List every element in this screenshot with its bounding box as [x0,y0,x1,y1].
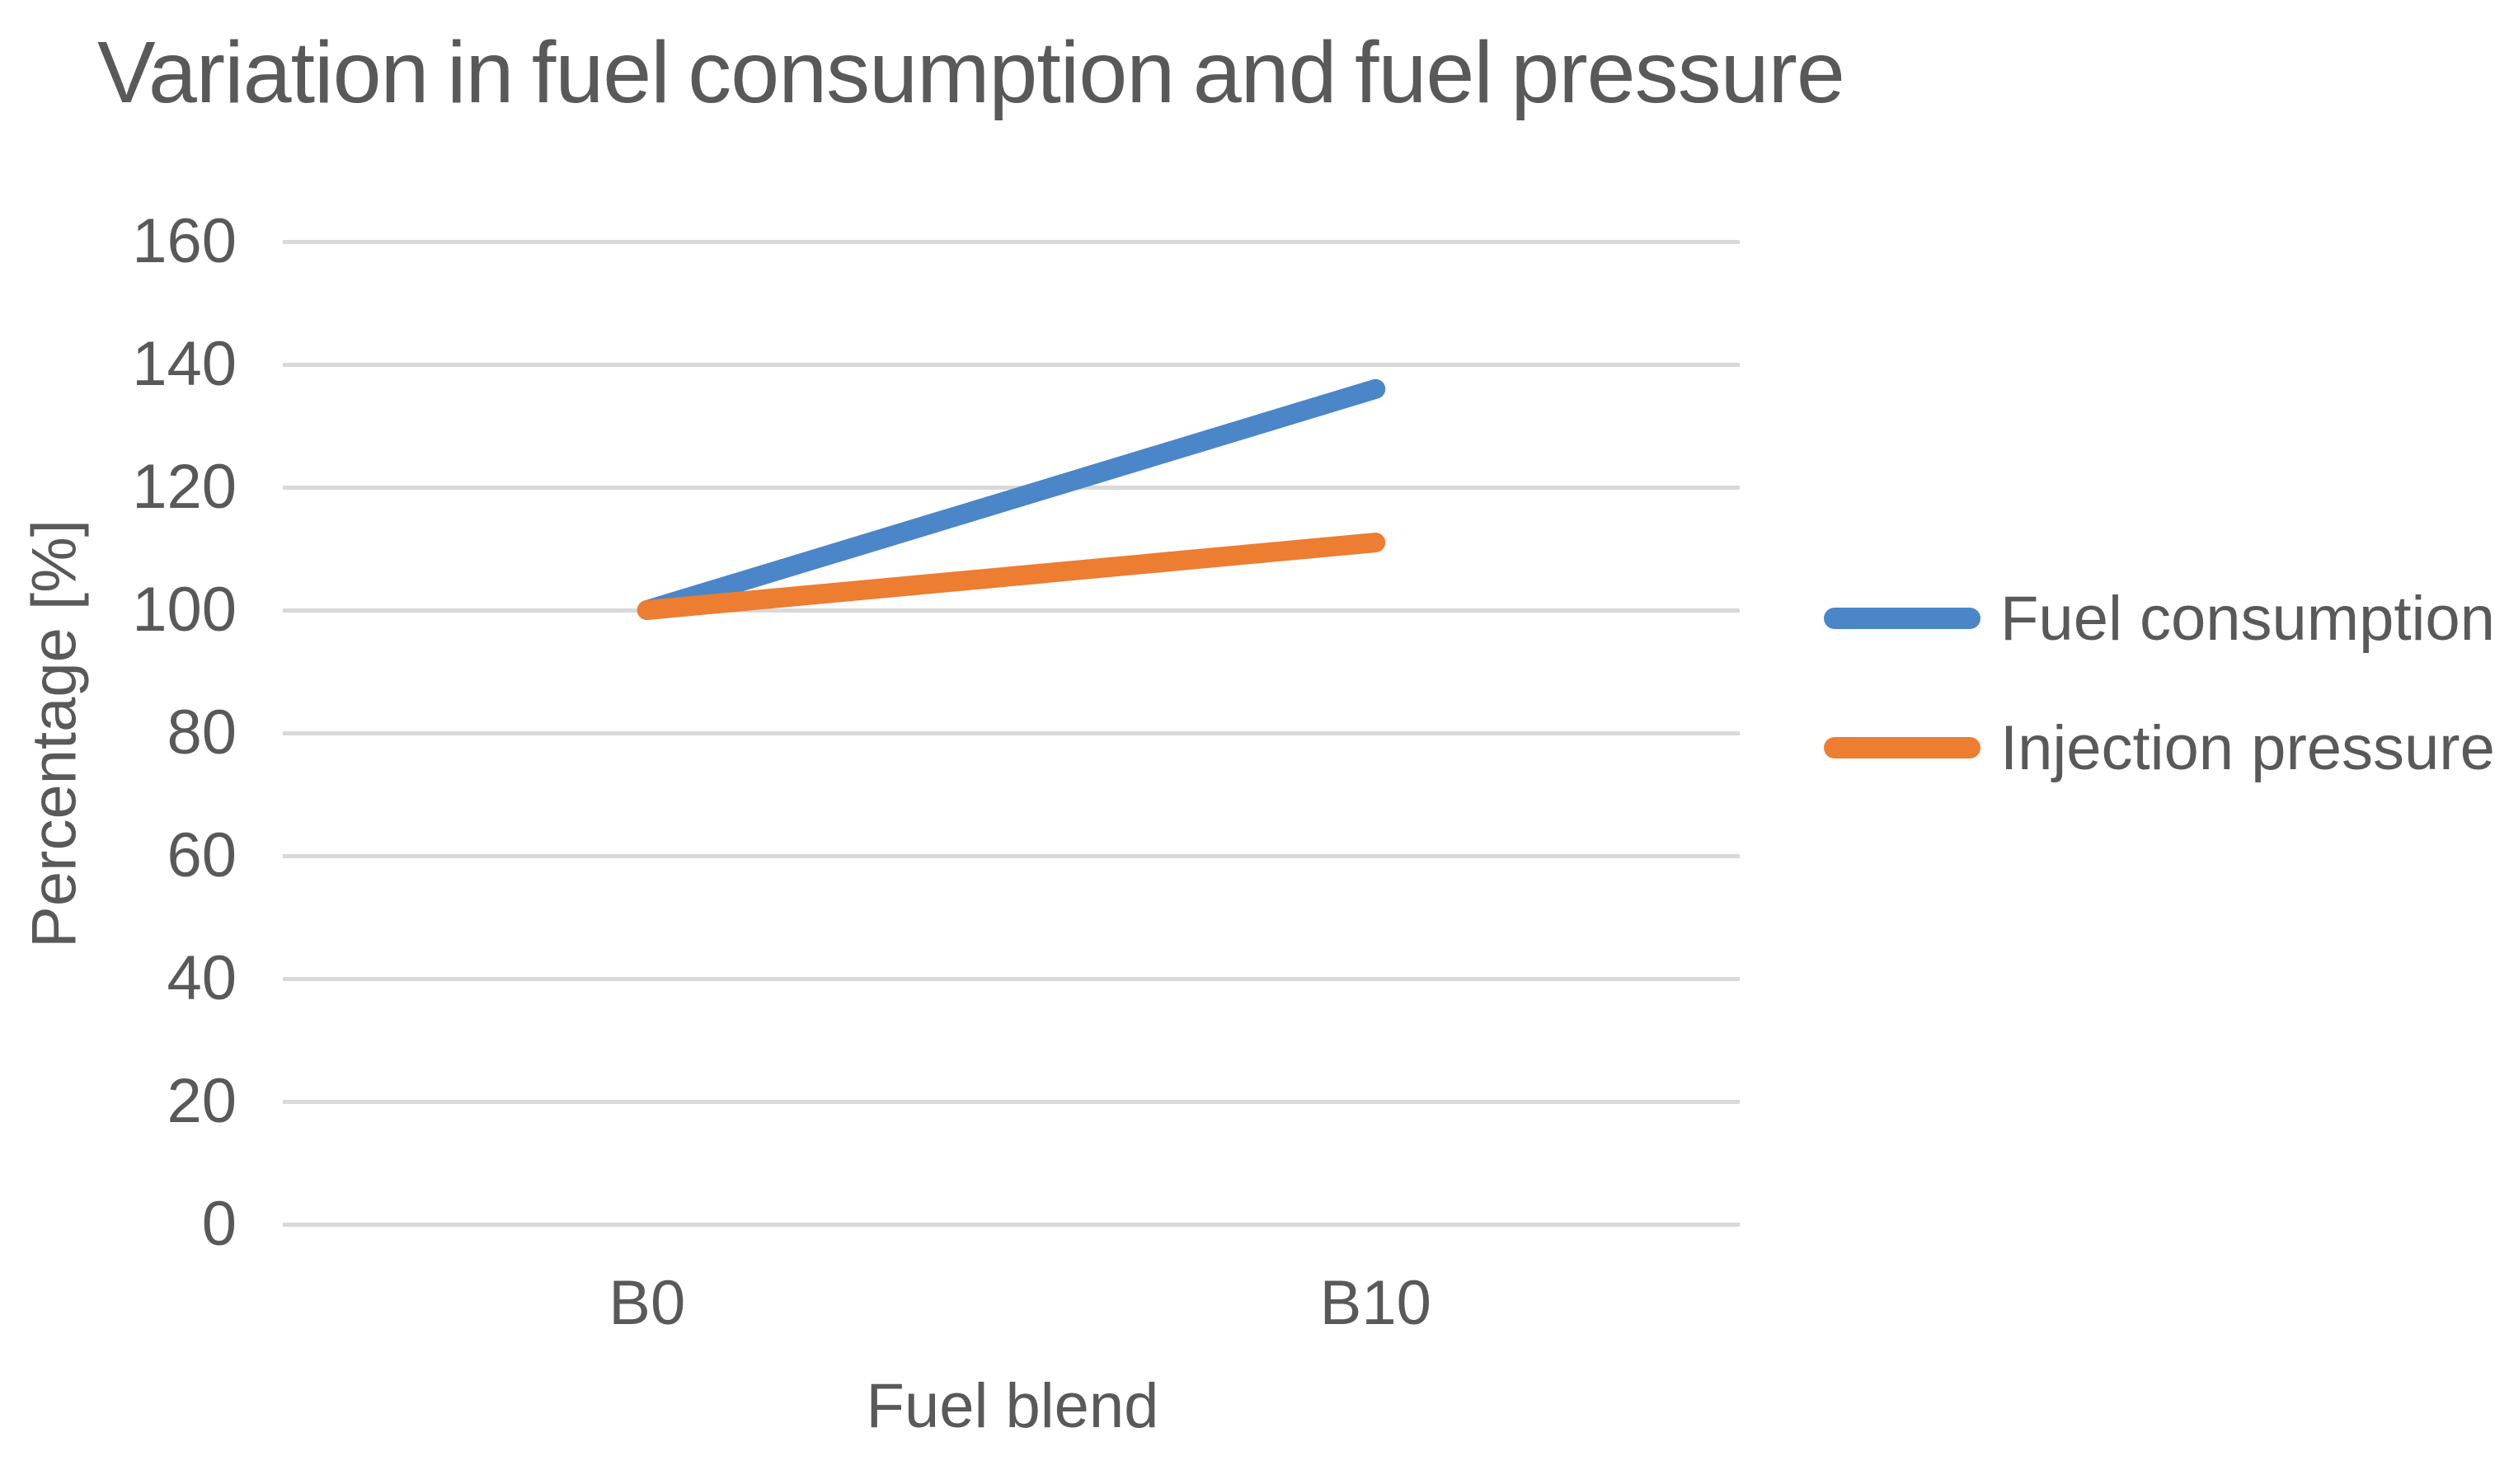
y-tick-label-140: 140 [132,329,237,399]
gridline-y80 [283,730,1740,735]
y-tick-label-160: 160 [132,206,237,276]
gridline-y120 [283,485,1740,490]
legend-label-fuel-consumption: Fuel consumption [2000,583,2495,654]
legend-swatch-injection-pressure [1824,737,1980,758]
gridline-y40 [283,976,1740,981]
chart-title: Variation in fuel consumption and fuel p… [97,24,1845,121]
y-tick-label-40: 40 [167,943,237,1013]
gridline-y100 [283,608,1740,613]
x-axis-title: Fuel blend [866,1371,1159,1441]
y-tick-label-60: 60 [167,820,237,890]
y-tick-label-20: 20 [167,1066,237,1136]
legend-item-fuel-consumption: Fuel consumption [1824,580,2495,656]
injection-pressure-line [637,533,1386,620]
gridline-y140 [283,362,1740,367]
x-tick-label-b0: B0 [608,1268,686,1338]
y-tick-label-120: 120 [132,452,237,522]
gridline-y20 [283,1099,1740,1104]
legend-item-injection-pressure: Injection pressure [1824,710,2495,786]
gridline-y0 [283,1222,1740,1227]
legend-label-injection-pressure: Injection pressure [2000,712,2495,783]
y-tick-label-0: 0 [201,1189,237,1259]
gridline-y160 [283,239,1740,244]
x-tick-label-b10: B10 [1319,1268,1431,1338]
y-tick-label-80: 80 [167,697,237,768]
fuel-consumption-line [637,378,1386,620]
gridline-y60 [283,853,1740,858]
y-tick-label-100: 100 [132,575,237,645]
legend-swatch-fuel-consumption [1824,608,1980,629]
